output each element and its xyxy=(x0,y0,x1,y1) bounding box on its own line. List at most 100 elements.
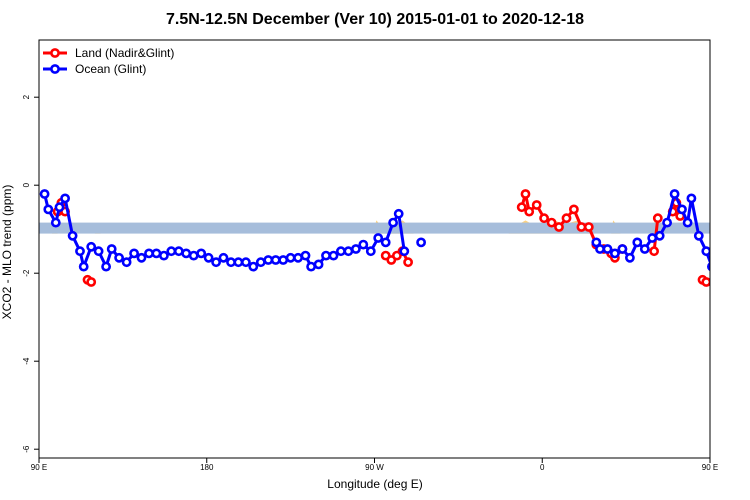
data-point xyxy=(158,250,169,261)
data-point xyxy=(595,244,605,254)
data-point xyxy=(520,189,531,199)
data-point xyxy=(240,257,251,268)
data-point xyxy=(539,213,549,224)
data-point xyxy=(701,277,710,287)
data-point xyxy=(569,204,579,215)
data-point xyxy=(516,202,527,213)
x-tick-label: 180 xyxy=(200,463,214,472)
data-point xyxy=(707,262,710,272)
data-point xyxy=(151,248,162,259)
data-point xyxy=(358,239,369,250)
data-point xyxy=(723,248,730,255)
data-point xyxy=(114,252,124,263)
data-point xyxy=(86,241,97,252)
data-point xyxy=(39,189,50,199)
y-tick-label: -4 xyxy=(22,357,31,365)
legend: Land (Nadir&Glint) Ocean (Glint) xyxy=(43,46,174,76)
series-ocean xyxy=(39,189,750,272)
data-point xyxy=(328,250,339,261)
series-layer xyxy=(39,189,750,287)
data-point xyxy=(669,189,680,199)
data-point xyxy=(101,261,111,272)
legend-label: Ocean (Glint) xyxy=(75,62,146,76)
reference-band xyxy=(39,222,710,234)
chart-title: 7.5N-12.5N December (Ver 10) 2015-01-01 … xyxy=(166,11,584,28)
y-axis: 2 0 -2 -4 -6 xyxy=(22,94,39,453)
data-point xyxy=(50,217,61,228)
data-point xyxy=(716,243,723,250)
data-point xyxy=(218,252,229,263)
data-point xyxy=(744,254,750,261)
data-point xyxy=(306,261,316,272)
data-point xyxy=(203,252,214,263)
data-point xyxy=(43,204,54,215)
data-point xyxy=(625,252,635,263)
data-point xyxy=(682,217,693,228)
legend-label: Land (Nadir&Glint) xyxy=(75,46,174,60)
data-point xyxy=(380,237,391,248)
data-point xyxy=(121,257,132,268)
data-point xyxy=(321,250,331,261)
data-point xyxy=(416,237,426,248)
data-point xyxy=(649,246,659,257)
data-point xyxy=(300,250,311,261)
legend-item: Ocean (Glint) xyxy=(43,62,146,76)
data-point xyxy=(166,246,177,257)
data-point xyxy=(129,248,139,259)
data-point xyxy=(693,230,704,241)
data-point xyxy=(388,217,398,228)
legend-marker xyxy=(50,48,60,58)
y-tick-label: -6 xyxy=(22,445,31,453)
data-point xyxy=(196,248,207,259)
y-tick-label: 0 xyxy=(22,182,31,187)
data-point xyxy=(343,246,354,257)
data-point xyxy=(93,246,104,257)
data-point xyxy=(60,193,70,204)
data-point xyxy=(561,213,572,224)
data-point xyxy=(248,261,259,272)
data-point xyxy=(365,246,376,257)
data-point xyxy=(181,248,192,259)
data-point xyxy=(632,237,643,248)
data-point xyxy=(546,217,557,228)
data-point xyxy=(583,222,594,232)
x-tick-label: 90 W xyxy=(365,463,384,472)
data-point xyxy=(350,244,361,254)
x-axis-label: Longitude (deg E) xyxy=(327,477,422,491)
legend-item: Land (Nadir&Glint) xyxy=(43,46,174,60)
x-axis: 90 E 180 90 W 0 90 E xyxy=(31,458,718,472)
data-point xyxy=(554,222,564,232)
legend-marker xyxy=(50,64,60,74)
data-point xyxy=(106,244,117,254)
data-point xyxy=(654,230,665,241)
data-point xyxy=(285,252,296,263)
data-point xyxy=(270,255,281,265)
data-point xyxy=(211,257,221,268)
data-point xyxy=(136,252,147,263)
data-point xyxy=(335,246,346,257)
x-tick-label: 0 xyxy=(540,463,545,472)
y-axis-label: XCO2 - MLO trend (ppm) xyxy=(0,185,14,320)
y-tick-label: -2 xyxy=(22,269,31,277)
data-point xyxy=(86,277,97,287)
data-point xyxy=(67,230,78,241)
data-point xyxy=(647,233,658,243)
data-point xyxy=(677,204,687,215)
data-point xyxy=(75,246,85,257)
data-point xyxy=(393,208,404,219)
x-tick-label: 90 E xyxy=(702,463,718,472)
data-point xyxy=(78,261,89,272)
data-point xyxy=(54,202,65,213)
y-tick-label: 2 xyxy=(22,94,31,99)
data-point xyxy=(373,233,384,243)
data-point xyxy=(188,250,199,261)
data-point xyxy=(531,200,542,210)
data-point xyxy=(662,217,672,228)
data-point xyxy=(736,245,743,252)
data-point xyxy=(602,244,613,254)
data-point xyxy=(652,213,663,224)
data-point xyxy=(701,246,710,257)
data-point xyxy=(399,246,410,257)
data-point xyxy=(610,248,620,259)
